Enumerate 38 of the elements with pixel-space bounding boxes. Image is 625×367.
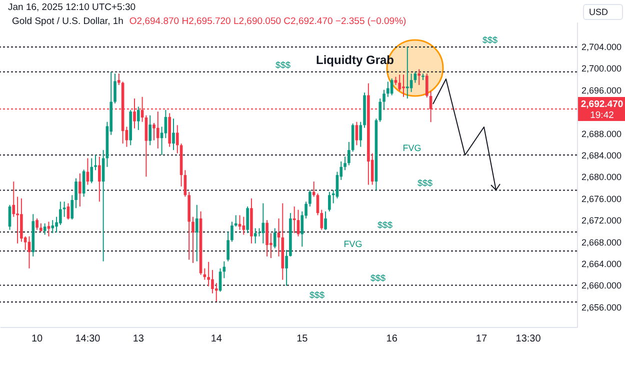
chart-title: Gold Spot / U.S. Dollar, 1h	[12, 16, 124, 27]
y-tick-label: 2,684.000	[582, 150, 622, 160]
annotation: $$$	[370, 273, 386, 284]
y-tick-label: 2,660.000	[582, 280, 622, 291]
y-tick-label: 2,656.000	[582, 302, 622, 312]
x-tick-label: 14:30	[75, 334, 101, 344]
annotation: $$$	[377, 220, 393, 230]
y-tick-label: 2,704.000	[582, 42, 622, 52]
x-tick-label: 13	[132, 334, 144, 344]
y-tick-label: 2,676.000	[582, 194, 622, 204]
annotation: $$$	[417, 178, 433, 188]
text: 19:42	[590, 110, 614, 121]
candlestick	[406, 46, 409, 99]
text: Jan 16, 2025 12:10 UTC+5:30	[8, 2, 136, 13]
x-tick-label: 16	[386, 334, 398, 344]
candlestick	[402, 74, 405, 97]
y-tick-label: 2,700.000	[582, 64, 622, 74]
y-tick-label: 2,668.000	[582, 237, 622, 248]
candlestick	[16, 196, 19, 244]
annotation: FVG	[402, 142, 422, 153]
x-tick-label: 15	[296, 334, 308, 344]
x-tick-label: 14	[210, 334, 222, 344]
annotation: $$$	[482, 34, 498, 45]
y-tick-label: 2,696.000	[582, 85, 622, 96]
y-tick-label: 2,680.000	[582, 172, 622, 182]
x-tick-label: 17	[476, 334, 488, 344]
annotation: $$$	[309, 290, 325, 300]
ref-line-label: 2,692.470	[580, 98, 624, 110]
x-tick-label: 10	[31, 334, 44, 344]
text: USD	[583, 4, 624, 20]
y-tick-label: 2,664.000	[582, 259, 622, 270]
candlestick	[292, 206, 296, 234]
annotation: FVG	[344, 239, 362, 250]
chart-subtitle: O2,694.870 H2,695.720 L2,690.050 C2,692.470 −2.355 (−0.09%)	[129, 16, 406, 27]
x-tick-label: 13:30	[516, 334, 542, 344]
y-tick-label: 2,672.000	[582, 216, 622, 226]
annotation: $$$	[275, 60, 291, 70]
y-tick-label: 2,688.000	[582, 128, 622, 139]
